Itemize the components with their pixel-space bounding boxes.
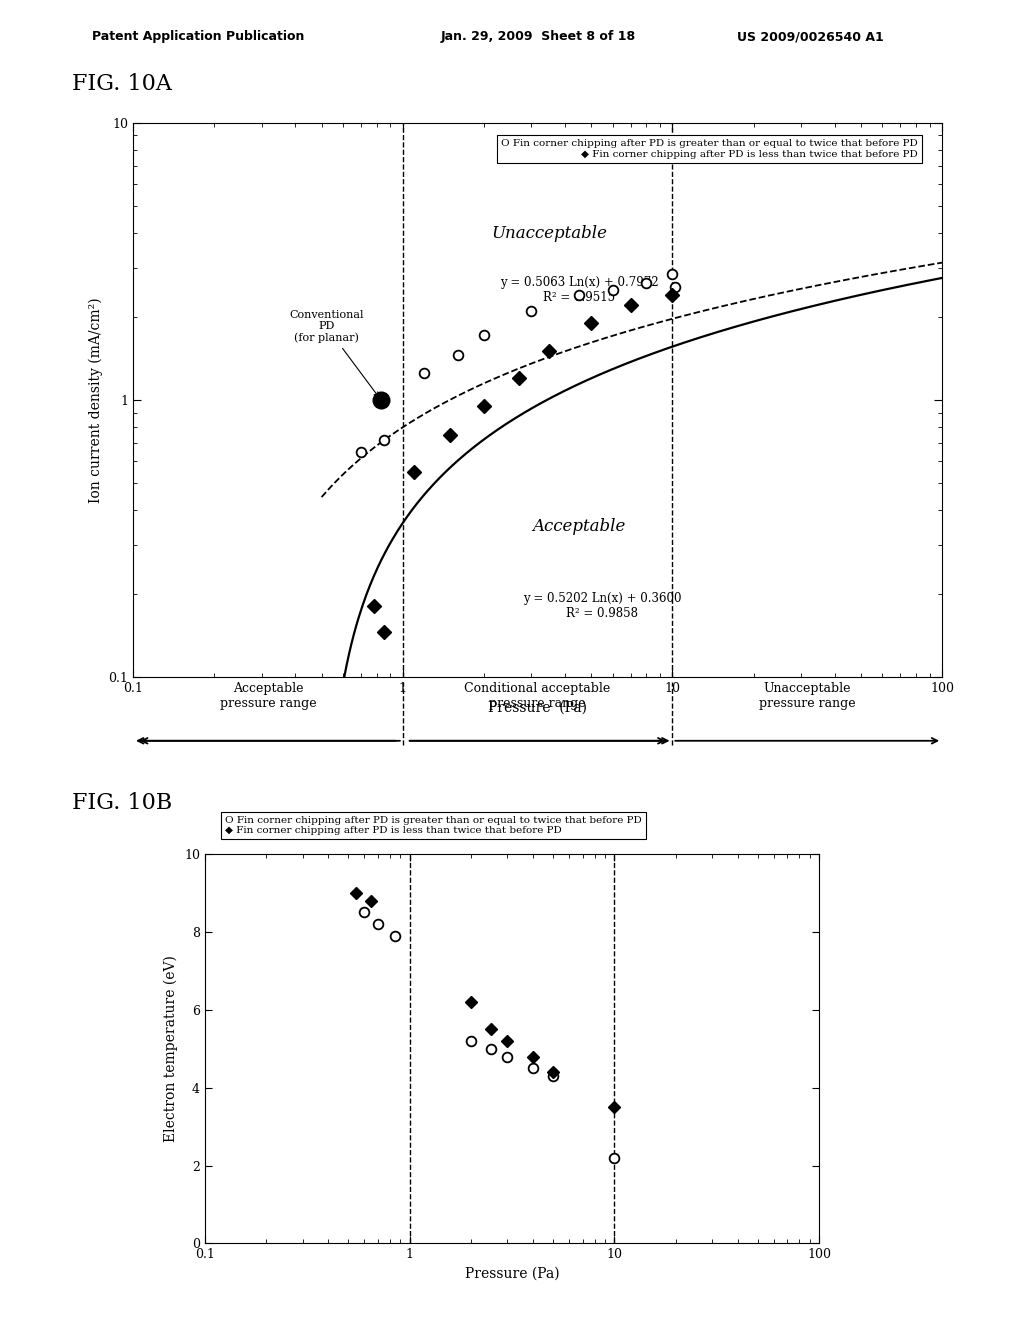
Y-axis label: Ion current density (mA/cm²): Ion current density (mA/cm²) (88, 297, 102, 503)
Text: FIG. 10A: FIG. 10A (72, 73, 172, 95)
Text: Unacceptable
pressure range: Unacceptable pressure range (759, 682, 856, 710)
X-axis label: Pressure (Pa): Pressure (Pa) (465, 1267, 559, 1280)
Text: Conventional
PD
(for planar): Conventional PD (for planar) (289, 309, 379, 397)
X-axis label: Pressure  (Pa): Pressure (Pa) (488, 701, 587, 714)
Text: y = 0.5202 Ln(x) + 0.3600
R² = 0.9858: y = 0.5202 Ln(x) + 0.3600 R² = 0.9858 (523, 593, 682, 620)
Y-axis label: Electron temperature (eV): Electron temperature (eV) (164, 956, 178, 1142)
Text: Jan. 29, 2009  Sheet 8 of 18: Jan. 29, 2009 Sheet 8 of 18 (440, 30, 636, 44)
Text: O Fin corner chipping after PD is greater than or equal to twice that before PD
: O Fin corner chipping after PD is greate… (225, 816, 642, 836)
Text: Conditional acceptable
pressure range: Conditional acceptable pressure range (465, 682, 610, 710)
Text: FIG. 10B: FIG. 10B (72, 792, 172, 814)
Text: Patent Application Publication: Patent Application Publication (92, 30, 304, 44)
Text: O Fin corner chipping after PD is greater than or equal to twice that before PD
: O Fin corner chipping after PD is greate… (501, 140, 918, 158)
Text: Acceptable: Acceptable (532, 517, 626, 535)
Text: y = 0.5063 Ln(x) + 0.7972
R² = 0.9515: y = 0.5063 Ln(x) + 0.7972 R² = 0.9515 (500, 276, 658, 304)
Text: Unacceptable: Unacceptable (492, 224, 607, 242)
Text: US 2009/0026540 A1: US 2009/0026540 A1 (737, 30, 884, 44)
Text: Acceptable
pressure range: Acceptable pressure range (219, 682, 316, 710)
